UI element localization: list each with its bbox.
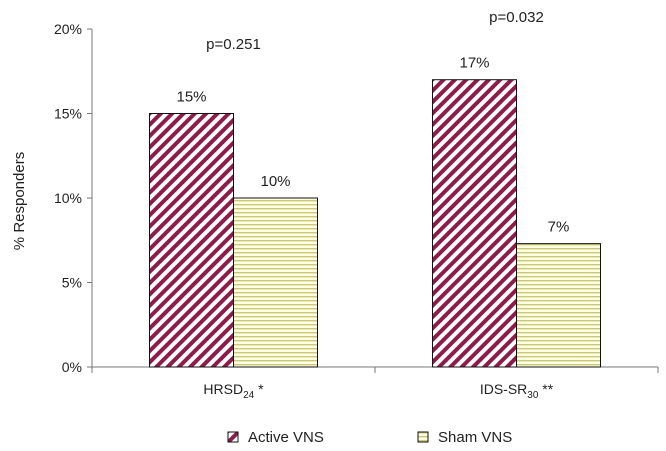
p-value-annotation: p=0.032	[489, 9, 544, 26]
y-tick-label: 5%	[62, 275, 82, 291]
bar-sham-vns-2	[516, 243, 601, 368]
legend-label: Sham VNS	[438, 429, 512, 446]
x-axis	[91, 366, 659, 373]
y-tick-label: 0%	[62, 359, 82, 375]
bar-labels: 15% 10% 17% 7%	[176, 55, 569, 236]
bar-active-vns-2	[432, 79, 517, 368]
bar-value-label: 17%	[459, 55, 489, 72]
bar-active-vns-1	[149, 113, 234, 368]
category-labels: HRSD24 * IDS-SR30 **	[203, 381, 553, 401]
x-category-label: HRSD24 *	[203, 381, 264, 401]
y-tick-label: 20%	[54, 21, 82, 37]
bar-value-label: 10%	[260, 173, 290, 190]
x-category-label: IDS-SR30 **	[480, 381, 554, 401]
p-value-annotation: p=0.251	[206, 36, 261, 53]
bars	[149, 79, 601, 368]
y-tick-label: 10%	[54, 190, 82, 206]
legend: Active VNS Sham VNS	[227, 429, 512, 446]
legend-swatch	[417, 431, 429, 443]
bar-value-label: 7%	[548, 219, 570, 236]
annotations: p=0.251 p=0.032	[206, 9, 544, 53]
y-tick-label: 15%	[54, 106, 82, 122]
y-axis: 0% 5% 10% 15% 20%	[54, 21, 93, 375]
bar-value-label: 15%	[176, 89, 206, 106]
legend-swatch	[227, 431, 239, 443]
bar-sham-vns-1	[233, 197, 318, 368]
y-axis-label: % Responders	[11, 152, 28, 250]
legend-label: Active VNS	[248, 429, 324, 446]
